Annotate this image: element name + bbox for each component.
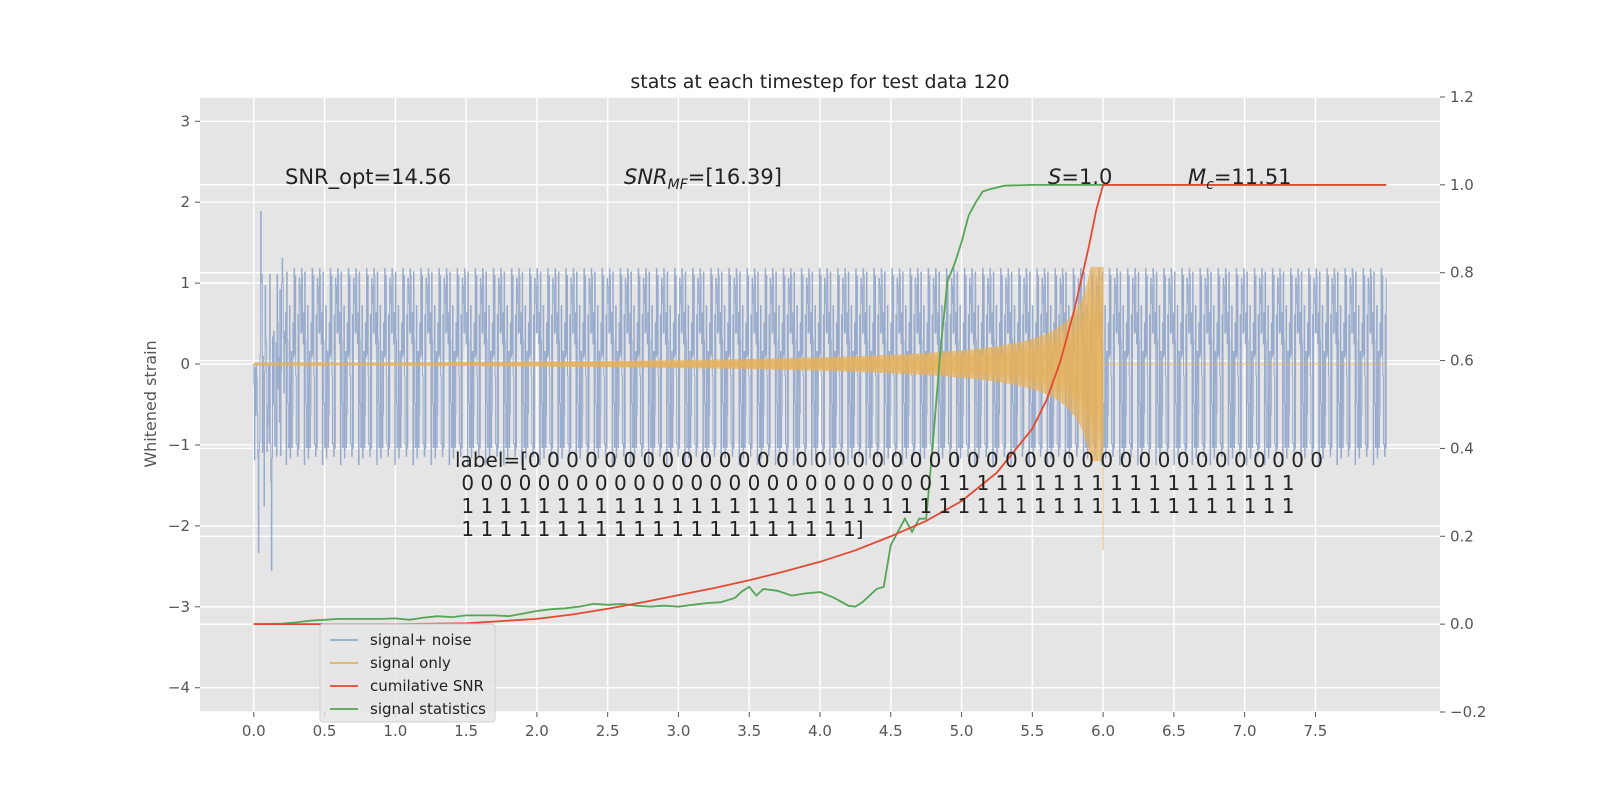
x-tick-label: 5.0 bbox=[950, 722, 974, 740]
y-tick-label: −2 bbox=[168, 517, 190, 535]
x-tick-label: 1.0 bbox=[383, 722, 407, 740]
snr-mf-subscript: MF bbox=[668, 177, 689, 193]
s-value: =1.0 bbox=[1061, 165, 1112, 189]
mc-subscript: c bbox=[1206, 177, 1214, 193]
signal-statistics-line bbox=[253, 184, 1387, 625]
y2-tick-label: 1.2 bbox=[1450, 88, 1474, 106]
legend: signal+ noise signal only cumilative SNR… bbox=[319, 623, 496, 723]
label-line-3: 1 1 1 1 1 1 1 1 1 1 1 1 1 1 1 1 1 1 1 1 … bbox=[455, 494, 1295, 518]
snr-mf-value: =[16.39] bbox=[688, 165, 782, 189]
y2-tick-label: 0.4 bbox=[1450, 439, 1474, 457]
label-annotation: label=[0 0 0 0 0 0 0 0 0 0 0 0 0 0 0 0 0… bbox=[455, 448, 1323, 541]
y-tick-label: −4 bbox=[168, 679, 190, 697]
x-tick-label: 3.0 bbox=[667, 722, 691, 740]
y-tick-label: 3 bbox=[180, 112, 190, 130]
y-tick-label: 1 bbox=[180, 274, 190, 292]
x-tick-label: 7.0 bbox=[1233, 722, 1257, 740]
snr-opt-annotation: SNR_opt=14.56 bbox=[285, 165, 451, 190]
x-tick-label: 5.5 bbox=[1020, 722, 1044, 740]
cumulative-snr-line bbox=[253, 184, 1387, 625]
y-tick-label: 2 bbox=[180, 193, 190, 211]
y-axis-right: 1.2 1.0 0.8 0.6 0.4 0.2 0.0 −0.2 bbox=[1440, 88, 1486, 721]
y2-tick-label: 0.8 bbox=[1450, 264, 1474, 282]
snr-mf-symbol: SNR bbox=[624, 165, 668, 189]
x-tick-label: 4.0 bbox=[808, 722, 832, 740]
mc-symbol: M bbox=[1188, 165, 1206, 189]
mc-annotation: Mc=11.51 bbox=[1188, 165, 1292, 193]
x-tick-label: 6.5 bbox=[1162, 722, 1186, 740]
x-tick-label: 0.5 bbox=[313, 722, 337, 740]
x-tick-label: 6.0 bbox=[1091, 722, 1115, 740]
y2-tick-label: 0.0 bbox=[1450, 615, 1474, 633]
signal-plus-noise-line bbox=[253, 211, 1387, 571]
y-tick-label: −3 bbox=[168, 598, 190, 616]
x-tick-label: 2.0 bbox=[525, 722, 549, 740]
legend-label-signal-statistics: signal statistics bbox=[370, 700, 486, 718]
y2-tick-label: 0.6 bbox=[1450, 352, 1474, 370]
s-symbol: S bbox=[1048, 165, 1061, 189]
x-tick-label: 2.5 bbox=[596, 722, 620, 740]
mc-value: =11.51 bbox=[1214, 165, 1292, 189]
legend-label-cumulative-snr: cumilative SNR bbox=[370, 677, 484, 695]
y2-tick-label: 0.2 bbox=[1450, 527, 1474, 545]
y-tick-label: 0 bbox=[180, 355, 190, 373]
signal-plus-noise-series bbox=[253, 211, 1387, 571]
legend-label-signal-only: signal only bbox=[370, 654, 451, 672]
x-tick-label: 1.5 bbox=[454, 722, 478, 740]
label-line-4: 1 1 1 1 1 1 1 1 1 1 1 1 1 1 1 1 1 1 1 1 … bbox=[455, 517, 864, 541]
legend-box bbox=[319, 623, 496, 723]
chart-title: stats at each timestep for test data 120 bbox=[630, 71, 1009, 93]
y-axis-left: 3 2 1 0 −1 −2 −3 −4 bbox=[168, 112, 200, 697]
s-annotation: S=1.0 bbox=[1048, 165, 1112, 189]
y2-tick-label: 1.0 bbox=[1450, 176, 1474, 194]
legend-label-signal-plus-noise: signal+ noise bbox=[370, 631, 472, 649]
x-tick-label: 3.5 bbox=[737, 722, 761, 740]
label-line-1: label=[0 0 0 0 0 0 0 0 0 0 0 0 0 0 0 0 0… bbox=[455, 448, 1323, 472]
cumulative-snr-series bbox=[253, 184, 1387, 625]
signal-statistics-series bbox=[253, 184, 1387, 625]
snr-mf-annotation: SNRMF=[16.39] bbox=[624, 165, 782, 193]
x-axis: 0.0 0.5 1.0 1.5 2.0 2.5 3.0 3.5 4.0 4.5 5.0 5.5 6.0 6… bbox=[242, 712, 1328, 740]
y-tick-label: −1 bbox=[168, 436, 190, 454]
signal-only-series bbox=[253, 266, 1387, 551]
x-tick-label: 0.0 bbox=[242, 722, 266, 740]
signal-only-line bbox=[253, 266, 1387, 551]
y2-tick-label: −0.2 bbox=[1450, 703, 1486, 721]
label-line-2: 0 0 0 0 0 0 0 0 0 0 0 0 0 0 0 0 0 0 0 0 … bbox=[455, 471, 1295, 495]
x-tick-label: 7.5 bbox=[1304, 722, 1328, 740]
y-axis-label: Whitened strain bbox=[141, 340, 160, 467]
x-tick-label: 4.5 bbox=[879, 722, 903, 740]
